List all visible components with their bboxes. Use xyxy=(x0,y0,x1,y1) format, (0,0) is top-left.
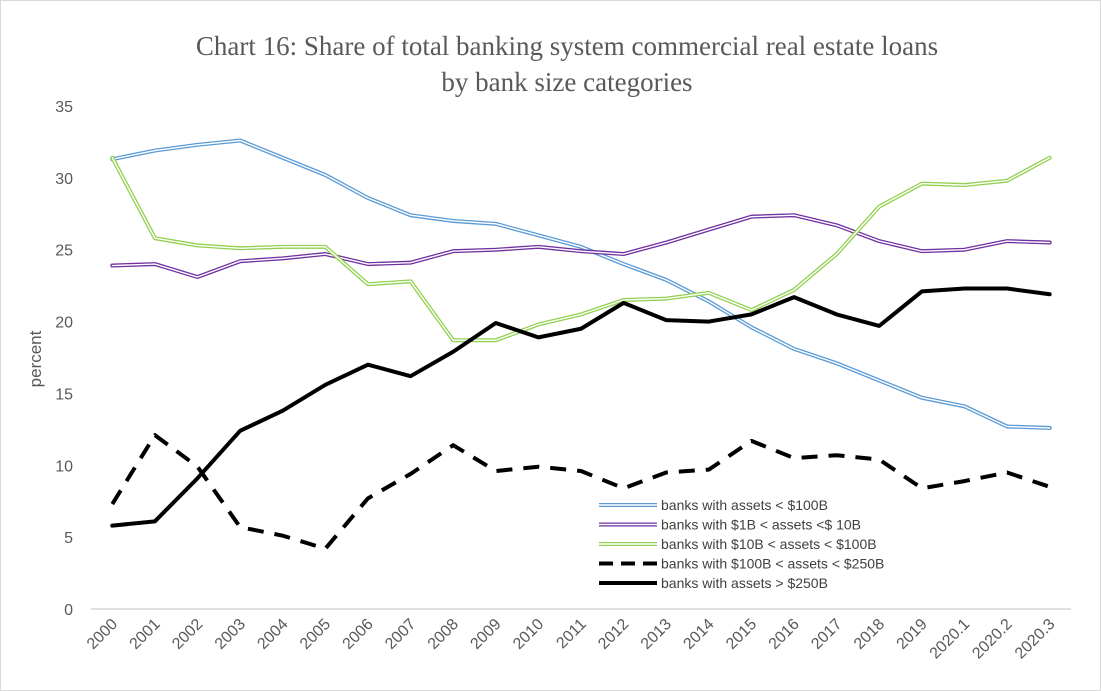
x-tick-label: 2008 xyxy=(425,616,462,653)
x-tick-label: 2020.1 xyxy=(927,616,974,663)
x-tick-label: 2015 xyxy=(723,616,760,653)
legend: banks with assets < $100B banks with $1B … xyxy=(599,497,884,591)
y-tick-label: 20 xyxy=(55,315,73,332)
y-tick-label: 0 xyxy=(64,602,73,619)
series-layer xyxy=(112,140,1049,548)
y-axis-label: percent xyxy=(26,330,45,387)
x-tick-label: 2005 xyxy=(297,616,334,653)
x-tick-label: 2000 xyxy=(84,616,121,653)
x-tick-label: 2010 xyxy=(510,616,547,653)
legend-label: banks with $100B < assets < $250B xyxy=(661,556,884,572)
y-tick-label: 5 xyxy=(64,530,73,547)
y-tick-label: 10 xyxy=(55,458,73,475)
legend-label: banks with assets > $250B xyxy=(661,575,828,591)
x-tick-label: 2018 xyxy=(851,616,888,653)
x-tick-label: 2017 xyxy=(808,616,845,653)
x-tick-label: 2016 xyxy=(766,616,803,653)
series-line xyxy=(112,289,1049,526)
x-tick-label: 2020.3 xyxy=(1012,616,1059,663)
x-tick-label: 2004 xyxy=(254,616,291,653)
x-tick-label: 2014 xyxy=(680,616,717,653)
y-tick-label: 30 xyxy=(55,171,73,188)
legend-item: banks with $1B < assets <$ 10B xyxy=(599,517,861,533)
legend-item: banks with $100B < assets < $250B xyxy=(599,556,884,572)
legend-item: banks with assets < $100B xyxy=(599,497,828,513)
chart-title-line-2: by bank size categories xyxy=(441,67,692,97)
x-tick-label: 2002 xyxy=(169,616,206,653)
x-tick-label: 2007 xyxy=(382,616,419,653)
legend-label: banks with $10B < assets < $100B xyxy=(661,536,877,552)
legend-label: banks with $1B < assets <$ 10B xyxy=(661,517,861,533)
series-line xyxy=(112,435,1049,549)
legend-label: banks with assets < $100B xyxy=(661,497,828,513)
x-tick-label: 2011 xyxy=(553,616,589,652)
x-axis-ticks: 2000 2001 2002 2003 2004 2005 2006 2007 2008 2009… xyxy=(84,616,1059,663)
series-line xyxy=(112,140,1049,427)
legend-item: banks with $10B < assets < $100B xyxy=(599,536,877,552)
x-tick-label: 2020.2 xyxy=(969,616,1016,663)
y-axis-ticks: 0 5 10 15 20 25 30 35 xyxy=(55,99,73,619)
x-tick-label: 2012 xyxy=(595,616,632,653)
x-tick-label: 2009 xyxy=(467,616,504,653)
chart-title-line-1: Chart 16: Share of total banking system … xyxy=(196,31,938,61)
x-tick-label: 2003 xyxy=(212,616,249,653)
x-tick-label: 2006 xyxy=(340,616,377,653)
x-tick-label: 2001 xyxy=(127,616,164,653)
y-tick-label: 15 xyxy=(55,386,73,403)
y-tick-label: 25 xyxy=(55,243,73,260)
x-tick-label: 2019 xyxy=(894,616,931,653)
y-tick-label: 35 xyxy=(55,99,73,116)
x-tick-label: 2013 xyxy=(638,616,675,653)
legend-item: banks with assets > $250B xyxy=(599,575,828,591)
